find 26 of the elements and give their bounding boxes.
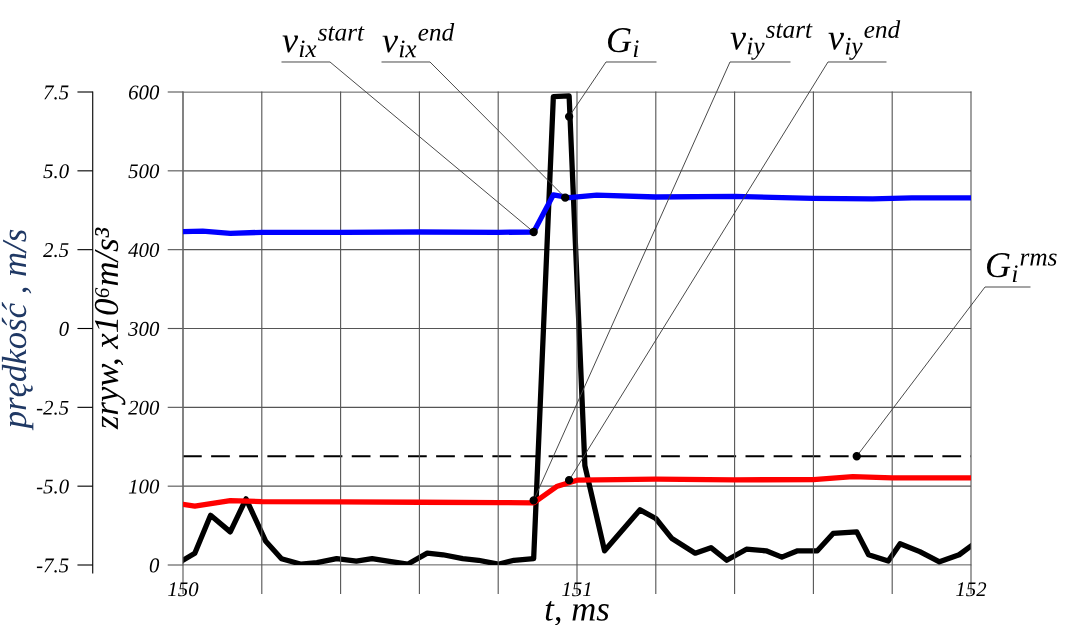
y2-tick-label: 400: [128, 243, 160, 258]
y2-tick-label: 500: [128, 164, 160, 179]
x-tick-label: 151: [562, 582, 591, 597]
x-axis-title: t, ms: [545, 600, 609, 625]
y-tick-label: -5.0: [36, 479, 69, 494]
y-tick-label: 2.5: [43, 243, 69, 258]
y-tick-label: -7.5: [36, 558, 69, 573]
y2-tick-label: 600: [128, 85, 160, 100]
y2-axis-title: zryw, x10⁶m/s³: [94, 227, 126, 430]
y-tick-label: 0: [59, 321, 69, 336]
y2-tick-label: 200: [128, 400, 160, 415]
y-tick-label: -2.5: [36, 400, 69, 415]
annotation: v$_{ix}$$^{end}$: [382, 23, 455, 58]
annotation: v$_{iy}$$^{end}$: [828, 20, 901, 60]
y-axis-title: prędkość , m/s: [1, 229, 34, 431]
y-tick-label: 5.0: [43, 164, 69, 179]
y2-tick-label: 0: [149, 558, 160, 573]
ref-line-label: G$_{i}$$^{rms}$: [986, 253, 1057, 282]
annotation: v$_{ix}$$^{start}$: [282, 26, 365, 58]
x-tick-label: 150: [168, 582, 199, 597]
y2-tick-label: 100: [128, 479, 160, 494]
annotation: v$_{iy}$$^{start}$: [730, 23, 813, 60]
x-tick-label: 152: [956, 582, 987, 597]
y2-tick-label: 300: [128, 321, 160, 336]
y-tick-label: 7.5: [44, 85, 69, 100]
annotation: G$_{i}$: [607, 28, 639, 57]
